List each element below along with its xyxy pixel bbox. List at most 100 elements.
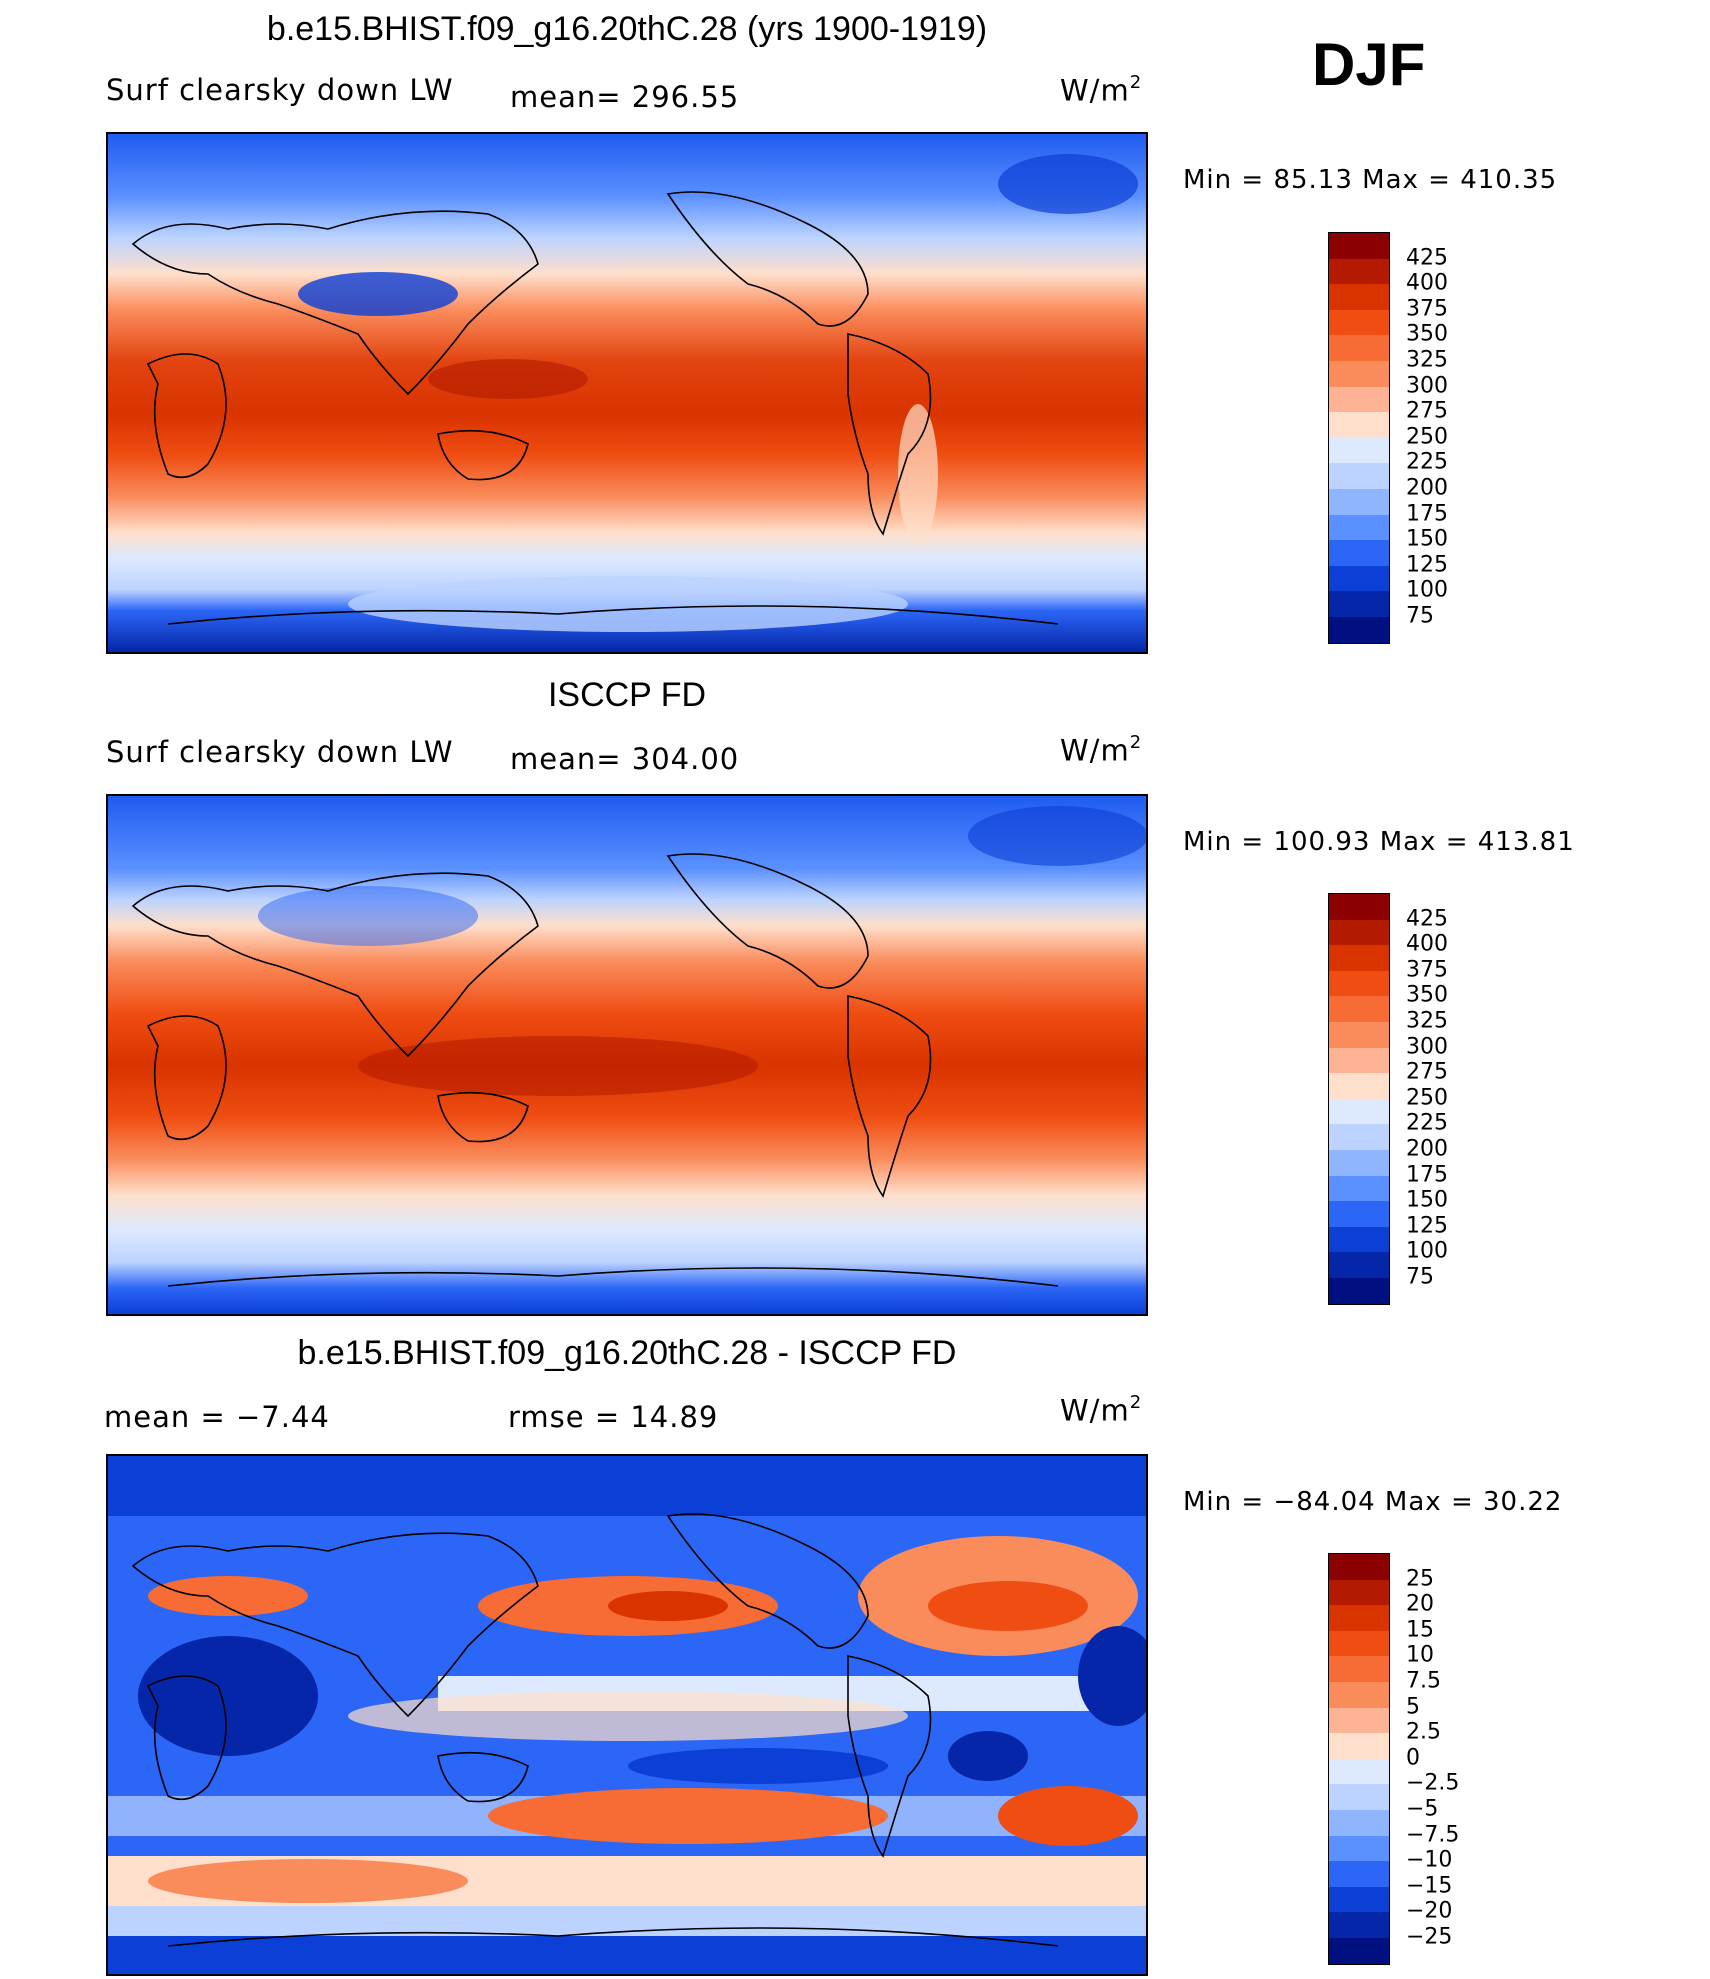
panel-diff-units-label: W/m2 (1060, 1392, 1143, 1428)
colorbar-swatch (1329, 284, 1389, 310)
colorbar-box (1328, 1553, 1390, 1965)
colorbar-tick-label: 225 (1406, 449, 1448, 475)
colorbar-swatch (1329, 1912, 1389, 1938)
colorbar-tick-label: 125 (1406, 552, 1448, 578)
colorbar-tick-label: 425 (1406, 906, 1448, 932)
colorbar-tick-label: 225 (1406, 1110, 1448, 1136)
panel-diff-mean-label: mean = −7.44 (104, 1400, 330, 1434)
colorbar-swatch (1329, 970, 1389, 997)
colorbar-swatch (1329, 1861, 1389, 1887)
colorbar-swatch (1329, 1784, 1389, 1810)
colorbar-swatch (1329, 335, 1389, 361)
colorbar-tick-label: 75 (1406, 1264, 1434, 1290)
colorbar-swatch (1329, 565, 1389, 592)
colorbar-swatch (1329, 1886, 1389, 1913)
panel-model-variable-label: Surf clearsky down LW (106, 73, 454, 107)
colorbar-tick-label: 400 (1406, 931, 1448, 957)
colorbar-tick-label: 175 (1406, 501, 1448, 527)
panel-diff-title: b.e15.BHIST.f09_g16.20thC.28 - ISCCP FD (297, 1334, 957, 1372)
panel-obs-units-label: W/m2 (1060, 732, 1143, 768)
colorbar-swatch (1329, 1758, 1389, 1785)
panel-diff-rmse-label: rmse = 14.89 (508, 1400, 719, 1434)
panel-obs-map (106, 794, 1148, 1316)
panel-obs-minmax: Min = 100.93 Max = 413.81 (1183, 827, 1575, 857)
colorbar-tick-label: 275 (1406, 398, 1448, 424)
colorbar-tick-label: 10 (1406, 1642, 1434, 1668)
colorbar-swatch (1329, 309, 1389, 336)
season-label: DJF (1312, 31, 1426, 98)
colorbar-swatch (1329, 233, 1389, 259)
colorbar-tick-label: 200 (1406, 1136, 1448, 1162)
panel-model-title: b.e15.BHIST.f09_g16.20thC.28 (yrs 1900-1… (266, 10, 988, 48)
colorbar-swatch (1329, 1605, 1389, 1631)
colorbar-tick-label: 7.5 (1406, 1668, 1441, 1694)
colorbar-swatch (1329, 1021, 1389, 1048)
colorbar-tick-label: 0 (1406, 1745, 1420, 1771)
panel-model-minmax: Min = 85.13 Max = 410.35 (1183, 165, 1558, 195)
colorbar-swatch (1329, 1073, 1389, 1099)
colorbar-swatch (1329, 258, 1389, 285)
colorbar-swatch (1329, 1681, 1389, 1708)
colorbar-tick-label: 175 (1406, 1162, 1448, 1188)
colorbar-swatch (1329, 1579, 1389, 1606)
colorbar-swatch (1329, 1554, 1389, 1580)
colorbar-swatch (1329, 412, 1389, 438)
colorbar-swatch (1329, 437, 1389, 464)
colorbar-swatch (1329, 1226, 1389, 1253)
colorbar-tick-label: 375 (1406, 957, 1448, 983)
colorbar-swatch (1329, 1047, 1389, 1074)
colorbar-swatch (1329, 1277, 1389, 1304)
colorbar-tick-label: 350 (1406, 321, 1448, 347)
colorbar-tick-label: −25 (1406, 1924, 1453, 1950)
colorbar-tick-label: 125 (1406, 1213, 1448, 1239)
colorbar-tick-label: 250 (1406, 424, 1448, 450)
panel-model-field (108, 134, 1146, 652)
colorbar-swatch (1329, 1149, 1389, 1176)
colorbar-swatch (1329, 1707, 1389, 1734)
colorbar-tick-label: 425 (1406, 245, 1448, 271)
colorbar-swatch (1329, 616, 1389, 643)
panel-model-mean-label: mean= 296.55 (510, 80, 740, 114)
colorbar-swatch (1329, 1809, 1389, 1836)
colorbar-tick-label: 100 (1406, 577, 1448, 603)
colorbar-box (1328, 232, 1390, 644)
colorbar-tick-label: 2.5 (1406, 1719, 1441, 1745)
colorbar-tick-label: 20 (1406, 1591, 1434, 1617)
colorbar-swatch (1329, 1201, 1389, 1227)
colorbar-swatch (1329, 1630, 1389, 1657)
colorbar-swatch (1329, 1835, 1389, 1862)
colorbar-swatch (1329, 540, 1389, 566)
colorbar-swatch (1329, 1175, 1389, 1202)
colorbar-tick-label: 325 (1406, 347, 1448, 373)
colorbar-tick-label: 5 (1406, 1694, 1420, 1720)
colorbar-tick-label: 25 (1406, 1566, 1434, 1592)
colorbar-tick-label: −5 (1406, 1796, 1439, 1822)
colorbar-swatch (1329, 894, 1389, 920)
panel-model-units-label: W/m2 (1060, 72, 1143, 108)
colorbar-tick-label: 275 (1406, 1059, 1448, 1085)
colorbar-swatch (1329, 1124, 1389, 1150)
colorbar-tick-label: −2.5 (1406, 1770, 1460, 1796)
colorbar-swatch (1329, 996, 1389, 1022)
colorbar-tick-label: 350 (1406, 982, 1448, 1008)
colorbar-swatch (1329, 1937, 1389, 1964)
colorbar-tick-label: 75 (1406, 603, 1434, 629)
colorbar-tick-label: 300 (1406, 1034, 1448, 1060)
colorbar-swatch (1329, 1733, 1389, 1759)
colorbar-tick-label: 150 (1406, 1187, 1448, 1213)
colorbar-swatch (1329, 360, 1389, 387)
colorbar-tick-label: −10 (1406, 1847, 1453, 1873)
colorbar-swatch (1329, 488, 1389, 515)
colorbar-swatch (1329, 463, 1389, 489)
panel-obs-variable-label: Surf clearsky down LW (106, 735, 454, 769)
colorbar-swatch (1329, 945, 1389, 971)
panel-diff-map (106, 1454, 1148, 1976)
panel-model-map (106, 132, 1148, 654)
colorbar-swatch (1329, 514, 1389, 541)
panel-obs-title: ISCCP FD (547, 676, 707, 714)
colorbar-swatch (1329, 591, 1389, 617)
panel-obs-field (108, 796, 1146, 1314)
panel-obs-mean-label: mean= 304.00 (510, 742, 740, 776)
colorbar-swatch (1329, 1252, 1389, 1278)
colorbar-tick-label: 250 (1406, 1085, 1448, 1111)
